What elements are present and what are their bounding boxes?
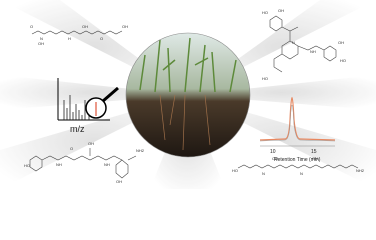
atom-label: O — [30, 24, 33, 29]
atom-label: NH2 — [356, 168, 365, 173]
atom-label: OH — [116, 179, 122, 184]
atom-label: OH — [88, 141, 94, 146]
atom-label: HO — [262, 76, 268, 81]
atom-label: HO — [24, 163, 30, 168]
chromatogram: 10 15 Retention Time (min) — [259, 96, 336, 163]
atom-label: O — [70, 146, 73, 151]
atom-label: NH — [104, 162, 110, 167]
structure: HO NH O OH NH OH NH2 — [24, 141, 145, 184]
atom-label: HO — [340, 58, 346, 63]
atom-label: HO — [232, 168, 238, 173]
photo-frame — [125, 32, 251, 158]
atom-label: N — [292, 40, 295, 45]
atom-label: HO — [262, 10, 268, 15]
atom-label: OH — [38, 41, 44, 46]
atom-label: O — [100, 36, 103, 41]
structure: HO N OH N OH NH2 — [232, 156, 365, 176]
tick-label: 15 — [311, 149, 317, 155]
axis-label: Retention Time (min) — [274, 157, 321, 163]
atom-label: N — [262, 171, 265, 176]
tick-label: 10 — [270, 149, 276, 155]
atom-label: OH — [272, 156, 278, 161]
atom-label: OH — [122, 24, 128, 29]
structure: O N OH H OH O OH — [30, 24, 128, 46]
structure: HO OH HO N NH OH HO — [262, 8, 346, 81]
atom-label: OH — [278, 8, 284, 13]
atom-label: NH2 — [136, 148, 145, 153]
atom-label: N — [40, 36, 43, 41]
mass-spectrum: m/z — [57, 78, 119, 134]
atom-label: N — [300, 171, 303, 176]
plant-photo — [126, 33, 250, 157]
atom-label: H — [68, 36, 71, 41]
axis-label: m/z — [70, 124, 85, 134]
atom-label: NH — [310, 49, 316, 54]
atom-label: OH — [312, 156, 318, 161]
atom-label: OH — [338, 40, 344, 45]
atom-label: OH — [82, 24, 88, 29]
atom-label: NH — [56, 162, 62, 167]
canvas: m/z 10 15 Retention Time (min) O N OH H … — [0, 0, 376, 189]
graphical-abstract: m/z 10 15 Retention Time (min) O N OH H … — [0, 0, 376, 189]
